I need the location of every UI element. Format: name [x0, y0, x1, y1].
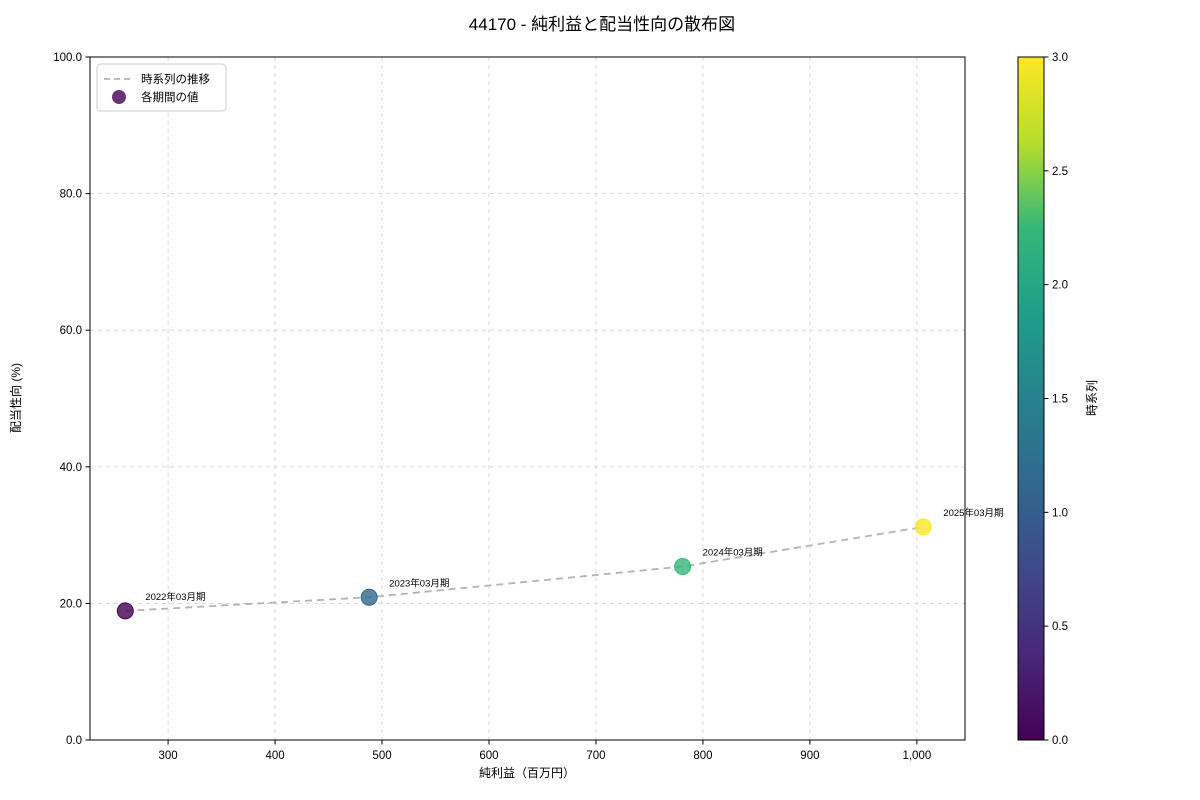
x-tick-label: 500	[372, 750, 391, 762]
colorbar: 0.0 0.5 1.0 1.5 2.0 2.5 3.0	[1017, 52, 1068, 747]
y-tick-label: 100.0	[53, 52, 82, 64]
y-tick-label: 40.0	[60, 462, 82, 474]
legend: 時系列の推移 各期間の値	[96, 63, 227, 112]
colorbar-label: 時系列	[1085, 380, 1099, 416]
point-annotation: 2024年03月期	[703, 547, 763, 559]
legend-marker-label: 各期間の値	[141, 90, 199, 104]
colorbar-tick-label: 2.5	[1052, 166, 1068, 178]
colorbar-tick-label: 1.5	[1052, 394, 1068, 406]
x-tick-label: 300	[158, 750, 177, 762]
scatter-point	[674, 558, 692, 576]
data-layer: 2022年03月期 2023年03月期 2024年03月期 2025年03月期	[116, 507, 1003, 620]
x-tick-label: 800	[693, 750, 712, 762]
axes-layer: 300 400 500 600 700 800 900 1,000 0.0 20.0 40.0 60.…	[53, 52, 966, 762]
y-tick-label: 0.0	[66, 735, 82, 747]
legend-line-label: 時系列の推移	[141, 72, 210, 86]
legend-box	[96, 63, 227, 112]
colorbar-gradient	[1017, 56, 1045, 741]
x-tick-label: 1,000	[902, 750, 931, 762]
trend-line	[125, 526, 924, 612]
plot-border	[89, 56, 966, 741]
grid-layer	[90, 56, 965, 741]
x-axis-label: 純利益（百万円）	[479, 766, 575, 780]
scatter-point	[360, 588, 378, 606]
colorbar-tick-label: 0.5	[1052, 621, 1068, 633]
point-annotation: 2023年03月期	[389, 577, 449, 589]
x-tick-label: 600	[479, 750, 498, 762]
legend-marker-sample	[112, 90, 126, 104]
x-tick-label: 400	[265, 750, 284, 762]
y-tick-label: 60.0	[60, 325, 82, 337]
scatter-point	[116, 602, 134, 620]
y-tick-label: 20.0	[60, 598, 82, 610]
colorbar-tick-label: 0.0	[1052, 735, 1068, 747]
scatter-point	[914, 518, 932, 536]
x-tick-label: 700	[586, 750, 605, 762]
colorbar-tick-label: 2.0	[1052, 280, 1068, 292]
chart-title: 44170 - 純利益と配当性向の散布図	[469, 15, 735, 34]
y-tick-label: 80.0	[60, 189, 82, 201]
colorbar-tick-label: 1.0	[1052, 507, 1068, 519]
point-annotation: 2025年03月期	[943, 507, 1003, 519]
x-tick-label: 900	[800, 750, 819, 762]
colorbar-tick-label: 3.0	[1052, 52, 1068, 64]
point-annotation: 2022年03月期	[145, 591, 205, 603]
y-axis-label: 配当性向 (%)	[8, 363, 23, 433]
